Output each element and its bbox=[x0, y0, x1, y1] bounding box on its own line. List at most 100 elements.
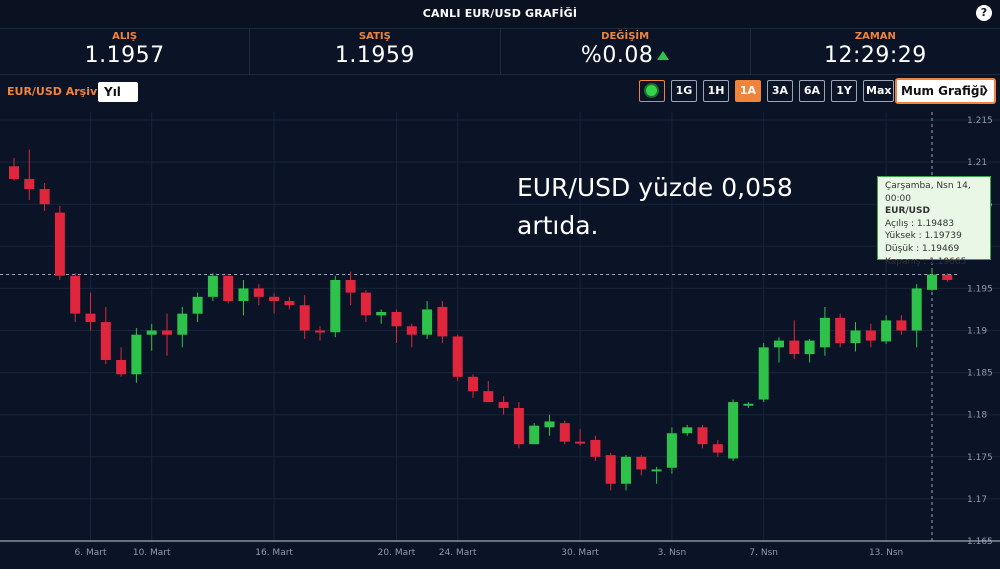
candle[interactable] bbox=[881, 315, 892, 344]
candle[interactable] bbox=[238, 279, 249, 316]
candle[interactable] bbox=[39, 183, 50, 211]
candle[interactable] bbox=[315, 326, 325, 341]
candle[interactable] bbox=[942, 273, 953, 282]
candle[interactable] bbox=[54, 205, 65, 280]
candle[interactable] bbox=[819, 306, 830, 356]
candle[interactable] bbox=[590, 435, 601, 462]
quote-time: ZAMAN 12:29:29 bbox=[751, 28, 1000, 74]
candle[interactable] bbox=[70, 273, 81, 323]
candle-body bbox=[498, 402, 509, 408]
candle[interactable] bbox=[376, 309, 387, 324]
period-select[interactable]: Yıl bbox=[98, 82, 138, 102]
candle[interactable] bbox=[452, 334, 463, 382]
candle[interactable] bbox=[330, 275, 341, 338]
candle[interactable] bbox=[192, 292, 203, 323]
candle-body bbox=[712, 444, 723, 453]
candle[interactable] bbox=[223, 275, 234, 304]
annotation-line-1: EUR/USD yüzde 0,058 bbox=[517, 173, 793, 202]
range-button-1g[interactable]: 1G bbox=[671, 80, 697, 102]
candle[interactable] bbox=[927, 268, 937, 292]
candle[interactable] bbox=[253, 284, 264, 306]
candle[interactable] bbox=[177, 306, 188, 348]
range-button-1a[interactable]: 1A bbox=[735, 80, 761, 102]
candle[interactable] bbox=[605, 452, 616, 491]
candle[interactable] bbox=[284, 296, 295, 310]
candle[interactable] bbox=[697, 424, 708, 449]
candle-body bbox=[330, 279, 341, 333]
candle[interactable] bbox=[651, 466, 662, 484]
candle[interactable] bbox=[360, 290, 371, 323]
candle[interactable] bbox=[636, 455, 647, 476]
candle[interactable] bbox=[712, 439, 723, 457]
candle[interactable] bbox=[498, 396, 509, 415]
candle[interactable] bbox=[666, 427, 677, 474]
candle[interactable] bbox=[131, 327, 142, 383]
quote-time-label: ZAMAN bbox=[854, 31, 896, 42]
candle[interactable] bbox=[406, 323, 417, 348]
live-toggle-button[interactable] bbox=[639, 80, 665, 102]
candle[interactable] bbox=[116, 347, 127, 377]
candle[interactable] bbox=[850, 322, 861, 352]
candle-body bbox=[207, 275, 218, 297]
candle[interactable] bbox=[437, 301, 448, 344]
candle[interactable] bbox=[24, 149, 35, 200]
candle-body bbox=[819, 317, 830, 348]
help-icon[interactable]: ? bbox=[976, 5, 992, 21]
candle[interactable] bbox=[146, 323, 157, 351]
range-button-6a[interactable]: 6A bbox=[799, 80, 825, 102]
candle-body bbox=[238, 288, 249, 302]
candle-body bbox=[299, 305, 310, 331]
candle[interactable] bbox=[391, 309, 402, 344]
candle[interactable] bbox=[483, 381, 494, 403]
candle[interactable] bbox=[162, 313, 172, 356]
candle[interactable] bbox=[728, 399, 739, 462]
candle[interactable] bbox=[513, 402, 524, 449]
x-tick-label: 16. Mart bbox=[255, 548, 293, 558]
candle[interactable] bbox=[743, 402, 754, 408]
range-button-1y[interactable]: 1Y bbox=[831, 80, 857, 102]
candle-body bbox=[804, 340, 815, 355]
candle[interactable] bbox=[269, 293, 280, 314]
candle[interactable] bbox=[896, 315, 907, 335]
candle[interactable] bbox=[299, 295, 310, 339]
candle[interactable] bbox=[682, 424, 693, 436]
candle-body bbox=[483, 391, 494, 403]
candle-body bbox=[575, 441, 586, 444]
candlestick-chart[interactable]: 1.2151.211.2051.21.1951.191.1851.181.175… bbox=[0, 112, 1000, 569]
candle[interactable] bbox=[758, 343, 769, 403]
candle[interactable] bbox=[575, 429, 586, 446]
candle[interactable] bbox=[207, 273, 218, 302]
candle[interactable] bbox=[774, 337, 784, 363]
range-buttons: 1G 1H 1A 3A 6A 1Y Max bbox=[639, 80, 900, 102]
candle-body bbox=[376, 311, 387, 316]
candle[interactable] bbox=[835, 313, 846, 348]
range-button-max[interactable]: Max bbox=[863, 80, 895, 102]
quote-ask: SATIŞ 1.1959 bbox=[250, 28, 501, 74]
candle[interactable] bbox=[85, 292, 96, 331]
chart-type-select[interactable]: Mum Grafiği ❯ bbox=[895, 78, 996, 104]
candle[interactable] bbox=[422, 301, 433, 339]
candle[interactable] bbox=[865, 323, 876, 348]
candle-body bbox=[24, 178, 35, 190]
candle[interactable] bbox=[9, 157, 19, 181]
y-tick-label: 1.17 bbox=[967, 495, 987, 505]
candle[interactable] bbox=[804, 338, 815, 363]
range-button-1h[interactable]: 1H bbox=[703, 80, 729, 102]
candle[interactable] bbox=[559, 420, 570, 445]
tooltip-close: Kapanış : 1.19665 bbox=[885, 256, 967, 267]
candle-body bbox=[162, 330, 172, 335]
candle[interactable] bbox=[468, 374, 478, 398]
candle-body bbox=[789, 340, 800, 355]
candle[interactable] bbox=[345, 271, 356, 306]
candle-body bbox=[942, 274, 953, 280]
candle-body bbox=[452, 336, 463, 377]
candle[interactable] bbox=[621, 455, 631, 491]
candle[interactable] bbox=[911, 284, 922, 348]
candle[interactable] bbox=[789, 320, 800, 360]
candle-body bbox=[223, 275, 234, 302]
candle-body bbox=[54, 212, 65, 276]
candle[interactable] bbox=[529, 423, 540, 445]
candle[interactable] bbox=[544, 414, 555, 436]
candle[interactable] bbox=[100, 306, 111, 365]
range-button-3a[interactable]: 3A bbox=[767, 80, 793, 102]
